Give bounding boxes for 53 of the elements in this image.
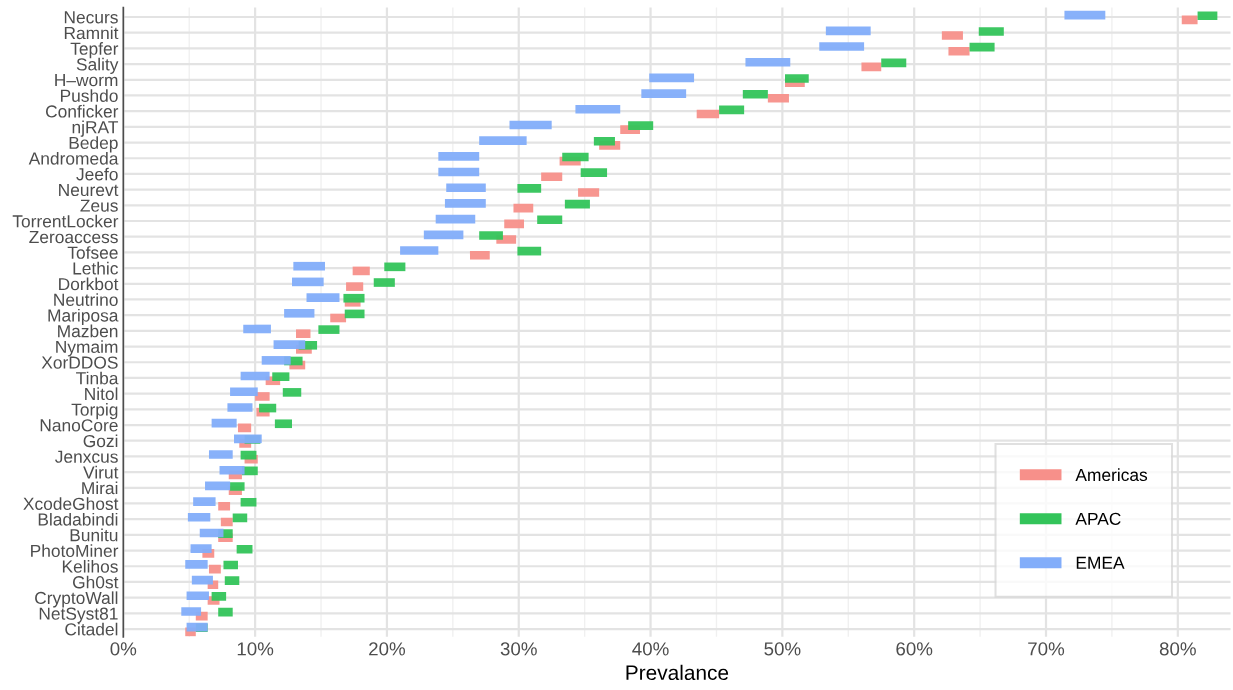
legend-label: APAC — [1075, 512, 1121, 526]
y-tick-label: TorrentLocker — [12, 214, 119, 228]
y-tick-label: Lethic — [73, 261, 118, 275]
y-tick-label: Andromeda — [28, 151, 119, 165]
x-tick-label: 40% — [632, 642, 669, 656]
legend-label: Americas — [1075, 468, 1148, 482]
y-tick-label: Kelihos — [62, 559, 118, 573]
y-tick-label: Tinba — [76, 371, 119, 385]
y-tick-label: Jeefo — [76, 167, 118, 181]
y-tick-label: Gh0st — [73, 575, 119, 589]
y-tick-label: Tepfer — [70, 42, 119, 59]
x-tick-label: 50% — [764, 642, 801, 656]
x-tick-label: 60% — [896, 642, 933, 656]
y-tick-label: XorDDOS — [41, 356, 118, 369]
y-tick-label: Bladabindi — [38, 512, 118, 526]
y-tick-label: Bedep — [69, 136, 118, 153]
y-tick-label: NanoCore — [40, 419, 118, 432]
y-tick-label: Citadel — [65, 622, 118, 636]
y-tick-label: Gozi — [83, 434, 118, 448]
y-tick-label: Nitol — [85, 387, 118, 401]
y-tick-label: njRAT — [72, 120, 119, 137]
y-tick-label: XcodeGhost — [23, 497, 119, 510]
y-tick-label: Pushdo — [60, 89, 118, 102]
x-tick-label: 0% — [110, 642, 137, 656]
y-tick-label: Neutrino — [54, 293, 118, 306]
y-tick-label: Necurs — [64, 11, 118, 24]
y-tick-label: PhotoMiner — [31, 544, 119, 558]
y-tick-label: Zeus — [80, 199, 118, 212]
y-tick-label: Mirai — [82, 481, 118, 495]
x-tick-label: 30% — [500, 642, 537, 656]
y-tick-label: Conficker — [46, 104, 119, 118]
y-tick-label: Nymaim — [56, 340, 118, 357]
y-tick-label: Bunitu — [70, 528, 118, 542]
y-tick-label: Dorkbot — [59, 277, 119, 291]
y-tick-label: Ramnit — [64, 26, 119, 40]
y-tick-label: H–worm — [55, 74, 118, 87]
x-tick-label: 70% — [1028, 642, 1065, 656]
legend-label: EMEA — [1076, 556, 1125, 569]
x-tick-label: 20% — [369, 642, 406, 656]
y-tick-label: NetSyst81 — [39, 607, 118, 624]
y-tick-label: Tofsee — [67, 246, 118, 259]
y-tick-label: Zeroaccess — [29, 231, 118, 244]
x-tick-label: 10% — [237, 642, 274, 656]
y-tick-label: Sality — [76, 57, 119, 74]
y-tick-label: Torpig — [71, 403, 118, 420]
y-tick-label: Neurevt — [59, 183, 119, 197]
y-tick-label: Mazben — [58, 324, 118, 338]
y-tick-label: Mariposa — [48, 308, 119, 326]
y-tick-label: CryptoWall — [35, 591, 118, 608]
x-tick-label: 80% — [1159, 642, 1196, 656]
x-axis-title: Prevalance — [626, 664, 729, 681]
y-tick-label: Virut — [83, 465, 119, 479]
y-tick-label: Jenxcus — [55, 450, 118, 463]
